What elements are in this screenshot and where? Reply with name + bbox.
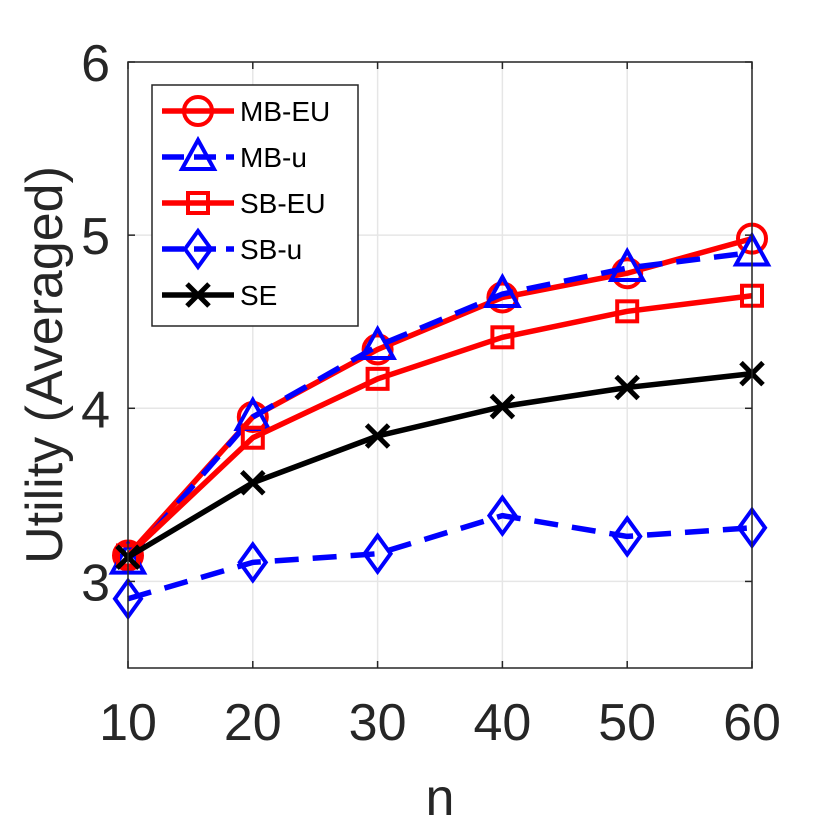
data-point-mb-eu xyxy=(361,333,394,366)
legend-label: SB-u xyxy=(240,234,302,265)
legend-marker xyxy=(178,135,218,171)
legend-label: MB-EU xyxy=(240,96,330,127)
legend-marker xyxy=(182,227,214,271)
x-tick-label: 40 xyxy=(473,694,531,752)
legend-item-se: SE xyxy=(162,280,277,311)
legend-label: MB-u xyxy=(240,142,307,173)
y-tick-label: 3 xyxy=(81,554,110,612)
data-point-mb-eu xyxy=(486,281,519,314)
data-point-se xyxy=(489,393,516,420)
data-point-se xyxy=(614,374,640,401)
data-point-sb-u xyxy=(611,514,643,558)
y-tick-label: 4 xyxy=(81,381,110,439)
legend-label: SE xyxy=(240,280,277,311)
data-point-sb-u xyxy=(486,494,518,538)
series-line-mb-u xyxy=(125,249,753,563)
data-point-sb-u xyxy=(237,540,269,584)
plot-frame xyxy=(127,61,753,669)
data-point-mb-u xyxy=(358,324,397,360)
legend-label: SB-EU xyxy=(240,188,326,219)
data-point-se xyxy=(240,469,266,496)
x-tick-label: 60 xyxy=(723,694,781,752)
series-line-sb-u xyxy=(127,512,753,602)
y-tick-label: 6 xyxy=(81,35,110,93)
data-point-sb-eu xyxy=(615,299,640,324)
x-tick-label: 30 xyxy=(349,694,407,752)
legend-item-sb-u: SB-u xyxy=(162,227,302,271)
data-point-sb-eu xyxy=(240,425,265,450)
y-tick-label: 5 xyxy=(81,208,110,266)
x-tick-label: 20 xyxy=(224,694,282,752)
data-point-mb-u xyxy=(607,246,647,283)
x-tick-label: 50 xyxy=(598,694,656,752)
legend-item-mb-eu: MB-EU xyxy=(162,95,330,127)
data-point-se xyxy=(364,423,391,449)
series-line-sb-eu xyxy=(126,293,753,558)
legend-item-mb-u: MB-u xyxy=(162,135,307,173)
legend-item-sb-eu: SB-EU xyxy=(162,188,326,219)
legend-marker xyxy=(185,282,211,308)
series-line-se xyxy=(126,370,753,560)
data-point-sb-eu xyxy=(490,325,515,350)
x-tick-label: 10 xyxy=(99,694,157,752)
y-axis-title: Utility (Averaged) xyxy=(16,166,74,564)
data-point-sb-eu xyxy=(365,366,390,391)
axes: 10 20 30 40 50 60 3 4 5 6 xyxy=(81,35,781,752)
data-point-mb-u xyxy=(483,272,522,309)
data-point-sb-u xyxy=(362,532,394,576)
x-axis-title: n xyxy=(426,769,455,827)
legend-marker xyxy=(186,191,210,215)
legend-marker xyxy=(182,95,214,127)
legend: MB-EU MB-u SB-EU SB-u SE xyxy=(151,84,359,327)
